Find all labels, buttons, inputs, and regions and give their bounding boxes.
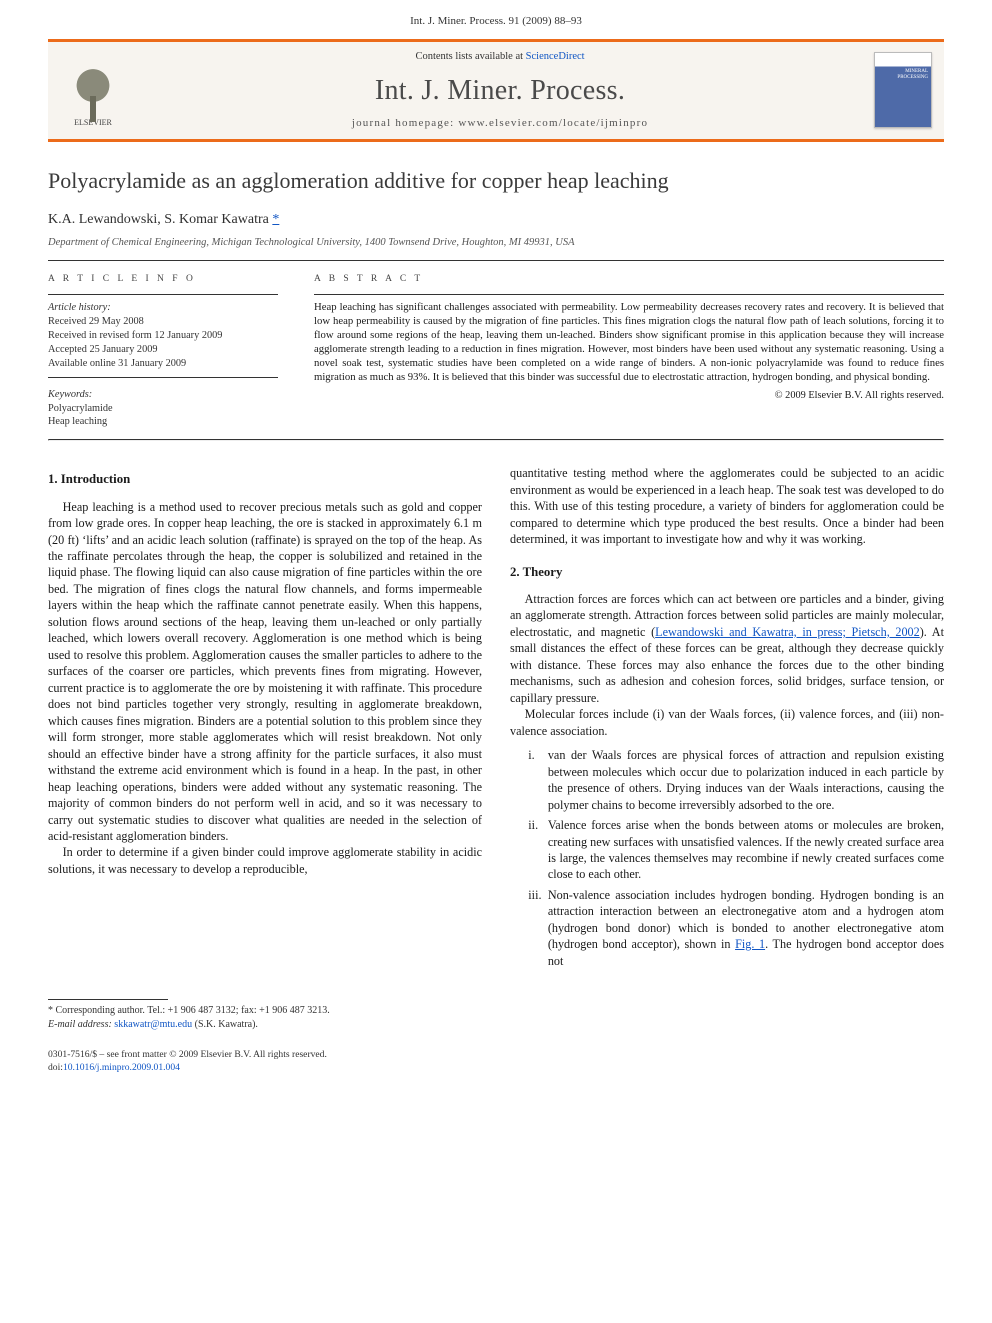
article-info-label: A R T I C L E I N F O: [48, 273, 278, 286]
footnote-rule: [48, 999, 168, 1000]
elsevier-tree-icon: [69, 68, 117, 118]
s1-para-3: quantitative testing method where the ag…: [510, 465, 944, 547]
email-link[interactable]: skkawatr@mtu.edu: [114, 1019, 192, 1030]
footer-copyright: 0301-7516/$ – see front matter © 2009 El…: [48, 1049, 944, 1075]
list-item-iii: iii.Non-valence association includes hyd…: [528, 887, 944, 969]
history-label: Article history:: [48, 301, 278, 315]
corresponding-author-footnote: * Corresponding author. Tel.: +1 906 487…: [48, 1004, 458, 1018]
list-item-i-text: van der Waals forces are physical forces…: [548, 748, 944, 811]
running-head: Int. J. Miner. Process. 91 (2009) 88–93: [0, 0, 992, 39]
history-revised: Received in revised form 12 January 2009: [48, 329, 278, 343]
body-columns: 1. Introduction Heap leaching is a metho…: [48, 465, 944, 973]
corresponding-author-marker[interactable]: *: [272, 212, 279, 227]
email-label: E-mail address:: [48, 1019, 114, 1030]
history-online: Available online 31 January 2009: [48, 357, 278, 371]
section-2-heading: 2. Theory: [510, 564, 944, 581]
sciencedirect-link[interactable]: ScienceDirect: [526, 51, 585, 62]
footnote-block: * Corresponding author. Tel.: +1 906 487…: [48, 999, 458, 1031]
journal-cover-thumbnail: MINERAL PROCESSING: [874, 52, 932, 128]
elsevier-logo: ELSEVIER: [60, 51, 126, 129]
figure-ref-link[interactable]: Fig. 1: [735, 937, 765, 951]
section-1-heading: 1. Introduction: [48, 471, 482, 488]
keywords-label: Keywords:: [48, 388, 278, 402]
history-received: Received 29 May 2008: [48, 315, 278, 329]
molecular-forces-list: i.van der Waals forces are physical forc…: [528, 747, 944, 969]
history-accepted: Accepted 25 January 2009: [48, 343, 278, 357]
list-item-ii-text: Valence forces arise when the bonds betw…: [548, 818, 944, 881]
divider: [314, 294, 944, 295]
keyword-1: Polyacrylamide: [48, 402, 278, 416]
authors: K.A. Lewandowski, S. Komar Kawatra *: [48, 211, 944, 230]
authors-names: K.A. Lewandowski, S. Komar Kawatra: [48, 212, 272, 227]
divider: [48, 294, 278, 295]
affiliation: Department of Chemical Engineering, Mich…: [48, 236, 944, 250]
abstract-text: Heap leaching has significant challenges…: [314, 301, 944, 384]
divider: [48, 439, 944, 441]
abstract-label: A B S T R A C T: [314, 273, 944, 286]
divider: [48, 260, 944, 261]
s2-para-1: Attraction forces are forces which can a…: [510, 591, 944, 706]
list-item-i: i.van der Waals forces are physical forc…: [528, 747, 944, 813]
email-line: E-mail address: skkawatr@mtu.edu (S.K. K…: [48, 1018, 458, 1032]
abstract-column: A B S T R A C T Heap leaching has signif…: [314, 273, 944, 429]
article-info-column: A R T I C L E I N F O Article history: R…: [48, 273, 278, 429]
left-column: 1. Introduction Heap leaching is a metho…: [48, 465, 482, 973]
s1-para-1: Heap leaching is a method used to recove…: [48, 499, 482, 845]
doi-link[interactable]: 10.1016/j.minpro.2009.01.004: [63, 1062, 180, 1073]
citation-link[interactable]: Lewandowski and Kawatra, in press; Piets…: [655, 625, 920, 639]
cover-text: MINERAL PROCESSING: [875, 69, 928, 80]
contents-line-pre: Contents lists available at: [415, 51, 525, 62]
s2-para-2: Molecular forces include (i) van der Waa…: [510, 706, 944, 739]
abstract-copyright: © 2009 Elsevier B.V. All rights reserved…: [314, 389, 944, 403]
article-title: Polyacrylamide as an agglomeration addit…: [48, 166, 944, 196]
keyword-2: Heap leaching: [48, 415, 278, 429]
right-column: quantitative testing method where the ag…: [510, 465, 944, 973]
list-item-ii: ii.Valence forces arise when the bonds b…: [528, 817, 944, 883]
email-tail: (S.K. Kawatra).: [192, 1019, 258, 1030]
s1-para-2: In order to determine if a given binder …: [48, 844, 482, 877]
doi-prefix: doi:: [48, 1062, 63, 1073]
journal-title: Int. J. Miner. Process.: [140, 72, 860, 110]
front-matter-line: 0301-7516/$ – see front matter © 2009 El…: [48, 1049, 944, 1062]
journal-homepage: journal homepage: www.elsevier.com/locat…: [140, 116, 860, 131]
contents-line: Contents lists available at ScienceDirec…: [140, 50, 860, 64]
doi-line: doi:10.1016/j.minpro.2009.01.004: [48, 1062, 944, 1075]
journal-banner: ELSEVIER Contents lists available at Sci…: [48, 39, 944, 142]
